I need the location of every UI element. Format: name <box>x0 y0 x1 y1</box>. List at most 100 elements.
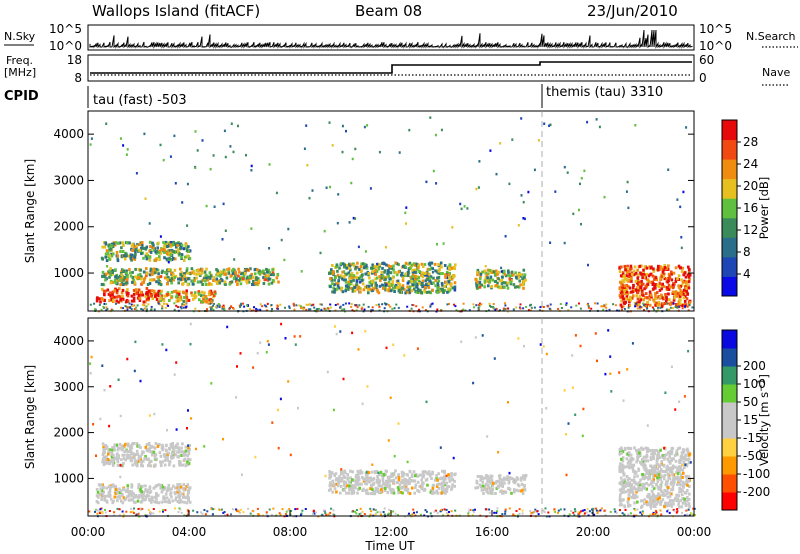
power-cell <box>620 308 623 311</box>
power-cell <box>150 278 154 282</box>
power-cell <box>356 271 359 275</box>
velocity-cell <box>152 450 156 454</box>
power-cell <box>182 282 185 286</box>
power-cell <box>129 274 133 278</box>
freq-left-tick-bottom: 8 <box>74 71 82 85</box>
power-cell <box>171 243 175 247</box>
power-cell <box>300 270 303 273</box>
velocity-cell <box>116 491 119 494</box>
power-cell <box>364 250 367 253</box>
power-cell <box>391 276 395 280</box>
velocity-cell <box>416 474 420 478</box>
velocity-cell <box>376 475 379 478</box>
velocity-cell <box>297 406 299 410</box>
power-cell <box>486 268 490 272</box>
velocity-cell <box>376 477 380 481</box>
power-cell <box>646 296 649 300</box>
power-cell <box>352 278 355 282</box>
power-cell <box>506 286 510 290</box>
power-cell <box>210 306 213 309</box>
power-cell <box>127 292 130 295</box>
velocity-cell <box>375 480 379 484</box>
power-cell <box>345 263 349 267</box>
velocity-cell <box>579 344 582 348</box>
velocity-cell <box>335 482 338 486</box>
velocity-cell <box>401 485 404 489</box>
power-cell <box>185 267 189 271</box>
power-cell <box>656 283 660 287</box>
power-cell <box>169 268 172 272</box>
velocity-cell <box>332 513 335 516</box>
power-cell <box>389 277 392 281</box>
power-cell <box>202 299 206 303</box>
power-cell <box>140 275 143 279</box>
velocity-cell <box>354 481 358 485</box>
velocity-cell <box>124 497 128 501</box>
power-cell <box>268 163 271 166</box>
velocity-cell <box>679 458 683 462</box>
power-cell <box>327 307 330 310</box>
power-cell <box>648 290 652 294</box>
velocity-cell <box>659 474 663 478</box>
power-cell <box>387 289 391 293</box>
power-cell <box>122 307 124 310</box>
velocity-cell <box>646 459 650 463</box>
power-cell <box>492 270 496 274</box>
velocity-cell <box>135 513 138 516</box>
power-cell <box>680 278 683 282</box>
velocity-cell <box>686 483 689 487</box>
velocity-cell <box>661 493 665 497</box>
power-cell <box>369 187 372 190</box>
power-cell <box>152 267 156 271</box>
power-cell <box>451 226 454 229</box>
velocity-cell <box>346 477 350 481</box>
power-cell <box>168 249 171 252</box>
velocity-cell <box>536 510 539 513</box>
power-colorbar-tick: 4 <box>743 267 751 281</box>
velocity-cell <box>101 493 105 497</box>
velocity-cell <box>186 427 188 430</box>
power-cell <box>157 272 160 276</box>
power-cell <box>350 286 353 290</box>
power-cell <box>147 303 150 306</box>
power-cell <box>305 308 308 311</box>
power-cell <box>476 271 479 274</box>
nsky-label: N.Sky <box>4 30 36 43</box>
power-cell <box>137 288 141 292</box>
power-cell <box>120 270 123 274</box>
power-cell <box>358 277 361 280</box>
velocity-cell <box>626 446 630 450</box>
velocity-cell <box>402 474 405 478</box>
power-cell <box>500 270 503 273</box>
velocity-cell <box>410 486 414 490</box>
velocity-cell <box>101 483 104 487</box>
power-cell <box>187 277 190 281</box>
velocity-cell <box>504 508 507 511</box>
power-cell <box>639 285 642 289</box>
velocity-cell <box>188 500 192 504</box>
velocity-cell <box>504 512 507 515</box>
velocity-cell <box>342 480 346 484</box>
power-cell <box>362 266 366 270</box>
velocity-cell <box>682 482 686 486</box>
power-cell <box>386 272 389 276</box>
power-cell <box>478 160 481 163</box>
velocity-cell <box>570 510 573 512</box>
power-cell <box>350 181 353 185</box>
velocity-cell <box>656 497 660 501</box>
power-cell <box>184 246 188 250</box>
velocity-cell <box>633 496 637 500</box>
velocity-cell <box>643 498 647 502</box>
velocity-cell <box>174 498 177 502</box>
velocity-cell <box>165 443 168 447</box>
velocity-cell <box>352 484 356 488</box>
velocity-cell <box>628 451 631 455</box>
velocity-cell <box>131 463 134 467</box>
power-cell <box>108 248 111 252</box>
power-cell <box>651 280 654 284</box>
power-cell <box>152 242 155 246</box>
power-cell <box>155 298 159 301</box>
velocity-cell <box>271 421 274 424</box>
velocity-cell <box>653 497 657 501</box>
power-cell <box>453 285 457 289</box>
